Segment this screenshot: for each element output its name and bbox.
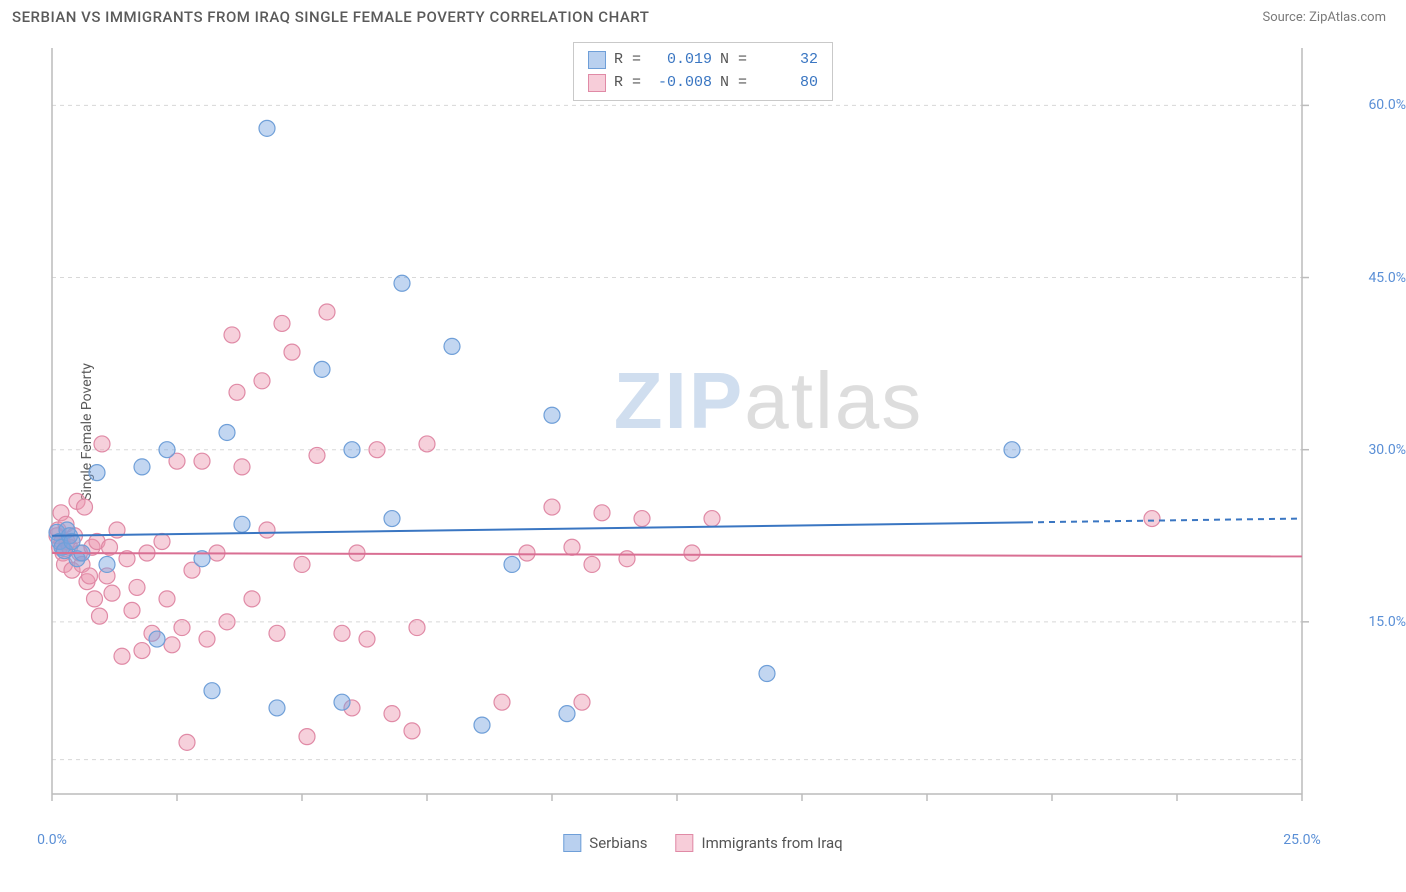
- r-value-iraq: -0.008: [652, 72, 712, 95]
- legend-label-serbians: Serbians: [589, 834, 647, 852]
- x-tick-label: 25.0%: [1283, 832, 1321, 848]
- chart-title: SERBIAN VS IMMIGRANTS FROM IRAQ SINGLE F…: [12, 8, 649, 26]
- y-tick-label: 15.0%: [1368, 614, 1406, 630]
- r-value-serbians: 0.019: [652, 49, 712, 72]
- legend-item-iraq: Immigrants from Iraq: [676, 834, 843, 852]
- source-label: Source: ZipAtlas.com: [1262, 10, 1386, 25]
- bottom-legend: Serbians Immigrants from Iraq: [563, 834, 842, 852]
- swatch-iraq: [588, 74, 606, 92]
- legend-item-serbians: Serbians: [563, 834, 647, 852]
- y-tick-label: 30.0%: [1368, 442, 1406, 458]
- legend-swatch-serbians: [563, 834, 581, 852]
- y-tick-label: 45.0%: [1368, 270, 1406, 286]
- swatch-serbians: [588, 51, 606, 69]
- stats-row-serbians: R = 0.019 N = 32: [588, 49, 818, 72]
- chart-area: Single Female Poverty ZIPatlas R = 0.019…: [48, 42, 1358, 822]
- scatter-plot: [48, 42, 1358, 822]
- n-value-iraq: 80: [758, 72, 818, 95]
- stats-row-iraq: R = -0.008 N = 80: [588, 72, 818, 95]
- y-tick-label: 60.0%: [1368, 97, 1406, 113]
- stats-legend-box: R = 0.019 N = 32 R = -0.008 N = 80: [573, 42, 833, 101]
- legend-label-iraq: Immigrants from Iraq: [702, 834, 843, 852]
- legend-swatch-iraq: [676, 834, 694, 852]
- x-tick-label: 0.0%: [37, 832, 67, 848]
- n-value-serbians: 32: [758, 49, 818, 72]
